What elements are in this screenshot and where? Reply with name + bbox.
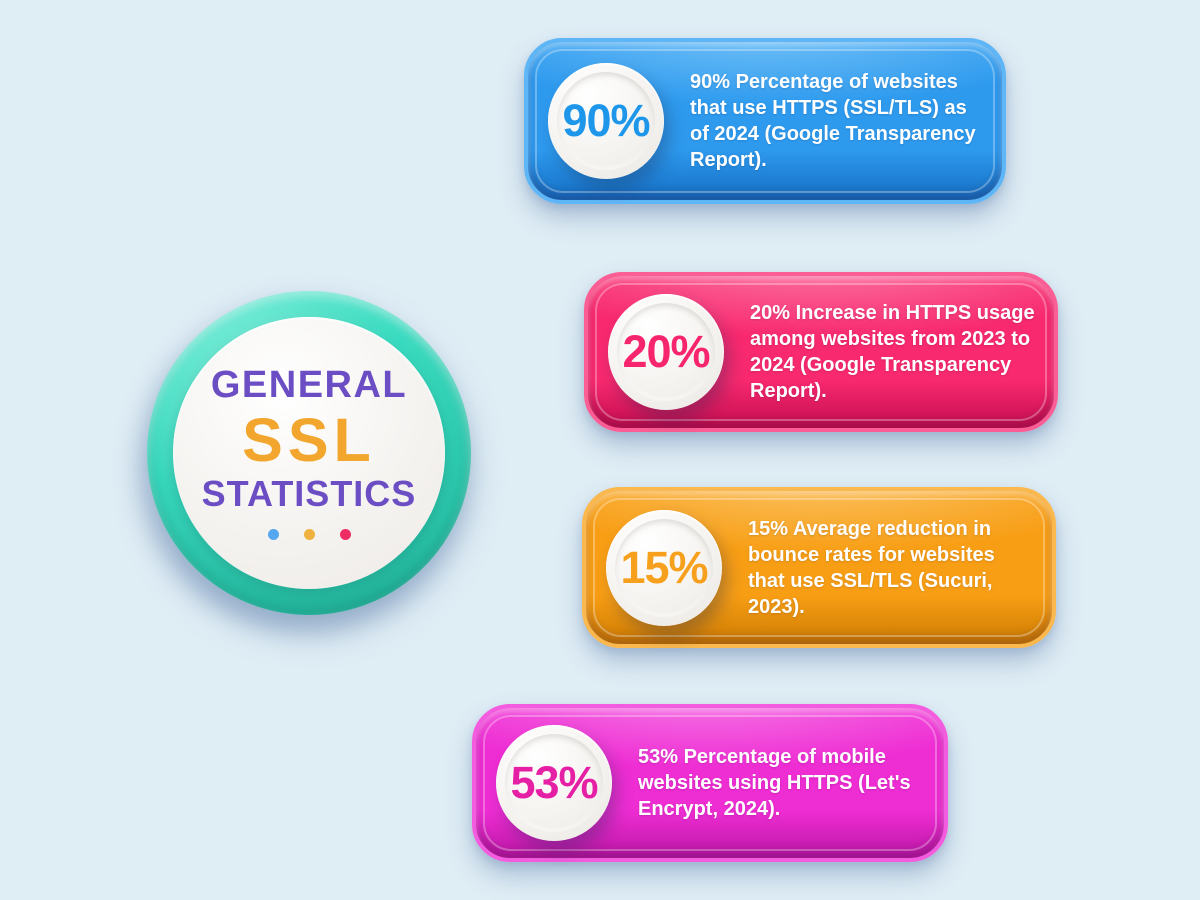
stat-value: 15% — [620, 541, 708, 593]
dot-yellow-icon — [303, 528, 315, 540]
title-badge-face: GENERAL SSL STATISTICS — [173, 317, 445, 589]
stat-card-bounce-rate: 15% 15% Average reduction in bounce rate… — [582, 487, 1056, 648]
badge-title-statistics: STATISTICS — [201, 473, 417, 515]
stat-value-circle: 15% — [606, 509, 722, 626]
stat-card-https-adoption: 90% 90% Percentage of websites that use … — [524, 38, 1006, 204]
badge-title-ssl: SSL — [242, 406, 376, 475]
stat-value-circle: 90% — [548, 63, 664, 179]
stat-value-circle: 20% — [608, 294, 724, 410]
stat-card-mobile-https: 53% 53% Percentage of mobile websites us… — [472, 704, 948, 862]
dot-blue-icon — [267, 528, 279, 540]
dot-pink-icon — [339, 528, 351, 540]
title-badge-ring: GENERAL SSL STATISTICS — [147, 291, 471, 615]
stat-description: 90% Percentage of websites that use HTTP… — [690, 71, 976, 171]
stat-value: 53% — [510, 757, 598, 808]
stat-description: 20% Increase in HTTPS usage among websit… — [750, 302, 1035, 402]
stat-description: 15% Average reduction in bounce rates fo… — [748, 517, 995, 618]
stat-description: 53% Percentage of mobile websites using … — [638, 746, 911, 820]
badge-title-general: GENERAL — [210, 364, 408, 407]
stat-value: 90% — [562, 95, 650, 146]
badge-dots — [267, 528, 351, 540]
stat-value-circle: 53% — [496, 725, 612, 841]
stat-card-https-increase: 20% 20% Increase in HTTPS usage among we… — [584, 272, 1058, 432]
stat-value: 20% — [622, 326, 710, 377]
